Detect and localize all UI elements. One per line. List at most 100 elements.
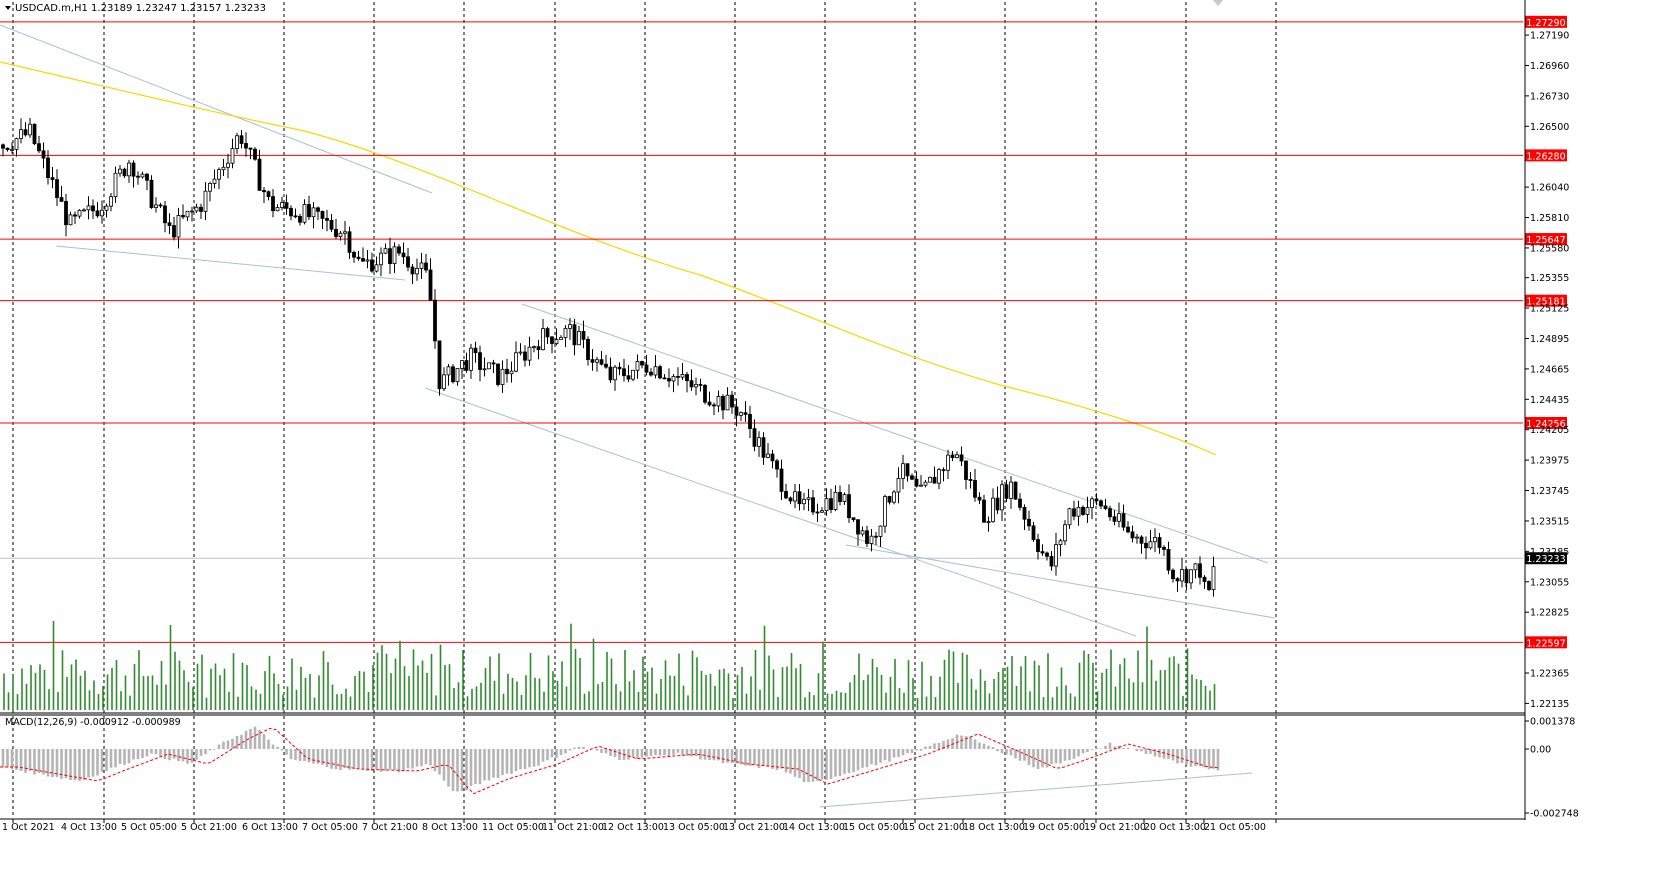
macd-panel	[0, 726, 1220, 795]
candle-body	[509, 370, 514, 375]
price-tick-label: 1.23975	[1530, 456, 1569, 467]
candle-body	[694, 383, 698, 388]
macd-trendline	[819, 772, 1253, 808]
candle-body	[1184, 569, 1189, 584]
candle-body	[514, 352, 518, 372]
time-label: 21 Oct 05:00	[1204, 822, 1266, 833]
candle-body	[982, 499, 986, 523]
candle-body	[298, 215, 302, 223]
candle-body	[505, 368, 509, 375]
candle-body	[802, 498, 806, 505]
candle-body	[1058, 540, 1063, 546]
candle-body	[1054, 544, 1058, 567]
candle-body	[766, 453, 770, 458]
price-tick-label: 1.23745	[1530, 486, 1569, 497]
candle-body	[1036, 539, 1040, 552]
candle-body	[451, 366, 455, 383]
candle-body	[676, 375, 680, 378]
candle-body	[559, 337, 563, 341]
candle-body	[491, 362, 496, 365]
price-tick-label: 1.22365	[1530, 668, 1569, 679]
candle-body	[167, 222, 172, 226]
horizontal-levels: 1.27290 1.26280 1.25647 1.25181 1.24256 1.225…	[0, 15, 1567, 649]
candle-body	[653, 366, 658, 376]
candle-body	[604, 363, 608, 368]
candle-body	[122, 168, 127, 177]
time-label: 14 Oct 13:00	[783, 822, 845, 833]
candle-body	[793, 491, 797, 502]
triangle-down-icon[interactable]	[5, 6, 11, 10]
level-label: 1.25181	[1526, 297, 1565, 308]
candle-body	[1099, 500, 1103, 507]
price-tick-label: 1.24665	[1530, 364, 1569, 375]
candle-body	[95, 210, 100, 217]
candle-body	[752, 428, 757, 447]
trendline	[0, 24, 433, 194]
candle-body	[199, 206, 203, 212]
candle-body	[572, 324, 577, 346]
candle-body	[410, 266, 415, 275]
candle-body	[721, 396, 725, 411]
candle-body	[568, 324, 572, 329]
candle-body	[712, 404, 716, 407]
candle-body	[1180, 569, 1184, 582]
level-label: 1.22597	[1526, 638, 1565, 649]
price-axis: 1.27190 1.26960 1.26730 1.26500 1.26040 1.258…	[1525, 31, 1579, 820]
candle-body	[788, 497, 793, 502]
candle-body	[401, 252, 406, 258]
price-tick-label: 1.23515	[1530, 516, 1569, 527]
candle-body	[986, 521, 991, 524]
candle-body	[554, 339, 559, 344]
level-label-bg	[1525, 416, 1567, 429]
candle-body	[1027, 518, 1031, 527]
candle-body	[892, 491, 896, 503]
candle-body	[581, 331, 586, 340]
candle-body	[406, 256, 410, 268]
candle-body	[658, 366, 662, 379]
candle-body	[662, 377, 667, 380]
candle-body	[428, 269, 433, 301]
price-tick-label: 1.22135	[1530, 699, 1569, 710]
candle-body	[680, 374, 685, 378]
candle-body	[244, 143, 248, 149]
time-axis: 1 Oct 2021 4 Oct 13:00 5 Oct 05:00 5 Oct 21…	[2, 819, 1277, 833]
candle-body	[230, 148, 235, 164]
candle-body	[689, 380, 694, 388]
candle-body	[5, 147, 10, 151]
candle-body	[446, 366, 451, 376]
candle-body	[257, 158, 262, 191]
candle-body	[311, 207, 316, 218]
candle-body	[829, 498, 833, 510]
candle-body	[365, 259, 370, 262]
candle-body	[316, 207, 320, 212]
candle-body	[100, 209, 104, 217]
time-label: 5 Oct 05:00	[121, 822, 177, 833]
candle-body	[329, 219, 334, 230]
candle-body	[590, 359, 595, 363]
macd-tick-label: -0.002748	[1530, 809, 1579, 820]
candle-body	[271, 196, 275, 212]
candle-body	[325, 218, 329, 221]
candle-body	[496, 363, 500, 385]
candle-body	[113, 172, 118, 198]
candle-body	[280, 202, 284, 208]
candle-body	[379, 252, 383, 266]
candle-body	[1072, 508, 1076, 517]
candle-body	[631, 369, 635, 380]
candle-body	[194, 206, 199, 212]
candle-body	[824, 498, 829, 512]
trendline	[55, 245, 406, 281]
candle-body	[928, 476, 932, 483]
candle-body	[73, 214, 77, 217]
candle-body	[964, 460, 968, 480]
candle-body	[82, 209, 86, 212]
current-price-label: 1.23233	[1526, 554, 1565, 565]
candle-body	[748, 414, 752, 430]
candle-body	[550, 336, 554, 344]
candle-body	[293, 215, 298, 218]
candle-body	[761, 437, 766, 458]
candle-body	[739, 412, 743, 416]
chart-frame	[0, 0, 1526, 820]
price-tick-label: 1.25125	[1530, 304, 1569, 315]
